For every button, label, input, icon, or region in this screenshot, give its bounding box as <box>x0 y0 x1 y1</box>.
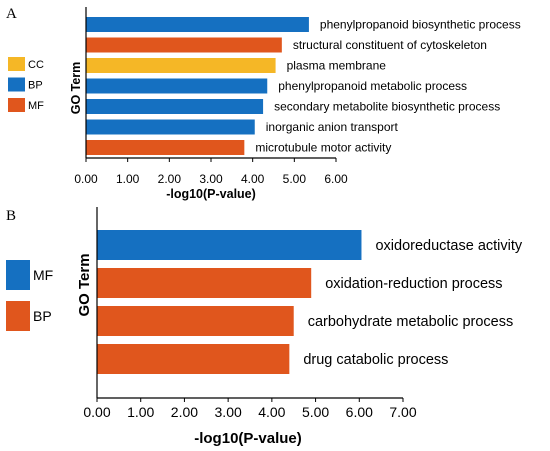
panel-b-bar-oxidoreductase-activity <box>97 230 362 260</box>
panel-a-bar-structural-constituent-of-cytoskeleton <box>86 37 282 53</box>
panel-b-x-tick-label: 7.00 <box>389 404 416 420</box>
panel-b-x-tick-label: 6.00 <box>346 404 373 420</box>
panel-a-bar-phenylpropanoid-metabolic-process <box>86 78 268 94</box>
panel-a-x-tick-label: 0.00 <box>74 172 98 186</box>
panel-a-bar-plasma-membrane <box>86 58 276 73</box>
panel-a-x-tick-label: 3.00 <box>199 172 223 186</box>
panel-a-x-tick-label: 2.00 <box>158 172 182 186</box>
panel-b-x-tick-label: 2.00 <box>171 404 198 420</box>
panel-a-bar-label-secondary-metabolite-biosynthetic-process: secondary metabolite biosynthetic proces… <box>274 100 500 114</box>
panel-b-legend-swatch-bp <box>6 301 30 331</box>
panel-b-bar-oxidation-reduction-process <box>97 268 312 298</box>
panel-a-x-ticks: 0.00 1.00 2.00 3.00 4.00 5.00 6.00 <box>74 158 348 186</box>
panel-b-x-tick-label: 0.00 <box>83 404 110 420</box>
panel-a-x-tick-label: 4.00 <box>241 172 265 186</box>
panel-b: B GO Term -log10(P-value) oxidoreductase… <box>6 207 523 447</box>
panel-a-bar-label-microtubule-motor-activity: microtubule motor activity <box>255 141 391 155</box>
panel-a-bar-phenylpropanoid-biosynthetic-process <box>86 17 309 32</box>
panel-a: A GO Term -log10(P-value) phenylpropanoi… <box>6 6 521 201</box>
panel-a-legend-label-cc: CC <box>28 59 44 71</box>
panel-a-x-tick-label: 6.00 <box>324 172 348 186</box>
panel-a-x-axis-label: -log10(P-value) <box>166 187 256 201</box>
panel-a-legend-swatch-mf <box>8 98 25 112</box>
panel-b-bar-label-drug-catabolic-process: drug catabolic process <box>303 352 448 368</box>
panel-b-legend: MF BP <box>6 260 53 331</box>
panel-a-bar-secondary-metabolite-biosynthetic-process <box>86 99 264 114</box>
panel-a-bar-label-inorganic-anion-transport: inorganic anion transport <box>266 120 399 134</box>
panel-a-bar-microtubule-motor-activity <box>86 140 245 155</box>
panel-a-legend-swatch-bp <box>8 77 25 92</box>
panel-b-x-axis-label: -log10(P-value) <box>194 430 302 447</box>
panel-a-bar-label-phenylpropanoid-metabolic-process: phenylpropanoid metabolic process <box>278 79 467 93</box>
panel-b-x-tick-label: 3.00 <box>215 404 242 420</box>
panel-a-x-tick-label: 1.00 <box>116 172 140 186</box>
panel-b-y-axis-label: GO Term <box>76 253 93 316</box>
panel-a-legend-label-bp: BP <box>28 80 43 92</box>
panel-a-legend-label-mf: MF <box>28 100 44 112</box>
panel-a-label: A <box>6 6 17 22</box>
panel-a-bar-inorganic-anion-transport <box>86 119 255 135</box>
panel-b-legend-label-mf: MF <box>33 267 53 283</box>
panel-b-bar-drug-catabolic-process <box>97 344 290 374</box>
panel-a-legend-swatch-cc <box>8 57 25 71</box>
panel-b-bar-label-oxidoreductase-activity: oxidoreductase activity <box>375 238 522 254</box>
panel-b-x-ticks: 0.00 1.00 2.00 3.00 4.00 5.00 6.00 7.00 <box>83 398 417 420</box>
panel-a-legend: CC BP MF <box>8 57 44 112</box>
panel-b-bar-carbohydrate-metabolic-process <box>97 306 294 336</box>
panel-b-label: B <box>6 208 16 224</box>
panel-b-legend-label-bp: BP <box>33 308 52 324</box>
panel-b-x-tick-label: 1.00 <box>127 404 154 420</box>
panel-a-bar-label-structural-constituent-of-cytoskeleton: structural constituent of cytoskeleton <box>293 38 487 52</box>
panel-a-bar-label-phenylpropanoid-biosynthetic-process: phenylpropanoid biosynthetic process <box>320 18 521 32</box>
panel-b-bar-label-oxidation-reduction-process: oxidation-reduction process <box>325 276 502 292</box>
panel-a-bars: phenylpropanoid biosynthetic process stru… <box>86 17 521 155</box>
panel-a-x-tick-label: 5.00 <box>283 172 307 186</box>
panel-a-y-axis-label: GO Term <box>69 62 83 115</box>
panel-b-legend-swatch-mf <box>6 260 30 290</box>
panel-b-x-tick-label: 5.00 <box>302 404 329 420</box>
panel-b-bars: oxidoreductase activity oxidation-reducti… <box>97 230 523 374</box>
panel-a-bar-label-plasma-membrane: plasma membrane <box>287 59 387 73</box>
panel-b-x-tick-label: 4.00 <box>258 404 285 420</box>
panel-b-bar-label-carbohydrate-metabolic-process: carbohydrate metabolic process <box>308 314 514 330</box>
